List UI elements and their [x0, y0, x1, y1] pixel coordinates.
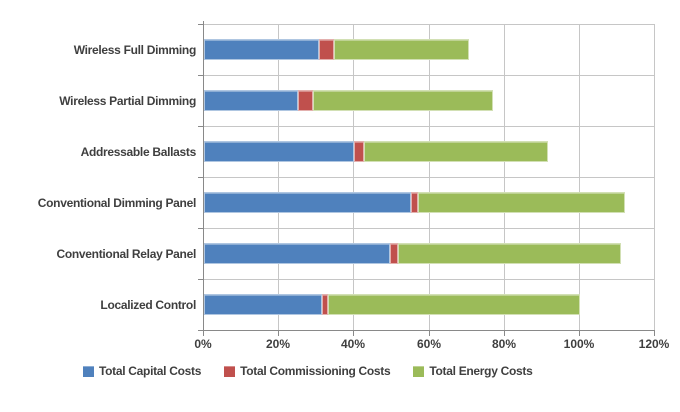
x-tick-label: 0% — [194, 337, 212, 351]
y-axis-line — [203, 21, 204, 331]
bar-segment-total-energy-costs — [363, 141, 548, 162]
x-tick-label: 120% — [638, 337, 670, 351]
value-axis-tick — [353, 331, 354, 336]
x-axis-line — [203, 330, 655, 331]
x-tick-label: 40% — [340, 337, 366, 351]
legend-label: Total Energy Costs — [429, 364, 533, 378]
bar-segment-total-commissioning-costs — [410, 192, 419, 213]
bar-segment-total-capital-costs — [204, 141, 355, 162]
bar-row — [204, 192, 625, 213]
bar-row — [204, 90, 494, 111]
bar-segment-total-commissioning-costs — [354, 141, 364, 162]
category-label: Wireless Partial Dimming — [59, 94, 196, 108]
category-axis-tick — [198, 177, 203, 178]
category-axis-tick — [198, 24, 203, 25]
plot-area — [198, 21, 655, 336]
chart-legend: Total Capital Costs Total Commissioning C… — [83, 364, 533, 378]
bar-row — [204, 39, 469, 60]
category-label: Addressable Ballasts — [80, 145, 197, 159]
category-label: Wireless Full Dimming — [73, 43, 197, 57]
bar-segment-total-energy-costs — [418, 192, 625, 213]
legend-swatch-icon — [83, 365, 94, 377]
x-tick-label: 60% — [416, 337, 442, 351]
bar-row — [204, 294, 580, 315]
legend-item-total-commissioning-costs: Total Commissioning Costs — [224, 364, 391, 378]
gridline-horizontal — [203, 75, 654, 76]
bar-segment-total-energy-costs — [327, 294, 580, 315]
bar-segment-total-capital-costs — [204, 39, 319, 60]
category-label: Localized Control — [100, 298, 196, 312]
bar-segment-total-commissioning-costs — [318, 39, 334, 60]
gridline-horizontal — [203, 177, 654, 178]
value-axis-tick — [429, 331, 430, 336]
bar-segment-total-energy-costs — [313, 90, 494, 111]
value-axis-tick — [203, 331, 204, 336]
bar-row — [204, 243, 622, 264]
gridline-horizontal — [203, 279, 654, 280]
value-axis-tick — [579, 331, 580, 336]
category-label: Conventional Dimming Panel — [37, 196, 197, 210]
bar-segment-total-capital-costs — [204, 192, 411, 213]
legend-item-total-capital-costs: Total Capital Costs — [83, 364, 201, 378]
legend-item-total-energy-costs: Total Energy Costs — [413, 364, 533, 378]
value-axis-tick — [654, 331, 655, 336]
bar-segment-total-energy-costs — [397, 243, 622, 264]
x-tick-label: 20% — [265, 337, 291, 351]
legend-swatch-icon — [413, 365, 425, 377]
category-axis-tick — [198, 279, 203, 280]
bar-row — [204, 141, 548, 162]
gridline-horizontal — [203, 228, 654, 229]
gridline-horizontal — [203, 126, 654, 127]
category-label: Conventional Relay Panel — [56, 247, 196, 261]
legend-label: Total Capital Costs — [99, 364, 202, 378]
bar-segment-total-capital-costs — [204, 243, 390, 264]
value-axis-tick — [278, 331, 279, 336]
x-tick-label: 80% — [491, 337, 517, 351]
bar-segment-total-capital-costs — [204, 90, 298, 111]
bar-segment-total-energy-costs — [333, 39, 469, 60]
bar-segment-total-commissioning-costs — [390, 243, 398, 264]
category-axis-tick — [198, 75, 203, 76]
legend-label: Total Commissioning Costs — [240, 364, 391, 378]
value-axis-tick — [504, 331, 505, 336]
bar-segment-total-commissioning-costs — [298, 90, 313, 111]
category-axis-tick — [198, 330, 203, 331]
category-axis-tick — [198, 228, 203, 229]
x-tick-label: 100% — [563, 337, 595, 351]
gridline-horizontal — [203, 24, 654, 25]
bar-segment-total-capital-costs — [204, 294, 323, 315]
category-axis-tick — [198, 126, 203, 127]
legend-swatch-icon — [224, 365, 236, 377]
bar-segment-total-commissioning-costs — [322, 294, 328, 315]
gridline-vertical — [654, 24, 655, 330]
